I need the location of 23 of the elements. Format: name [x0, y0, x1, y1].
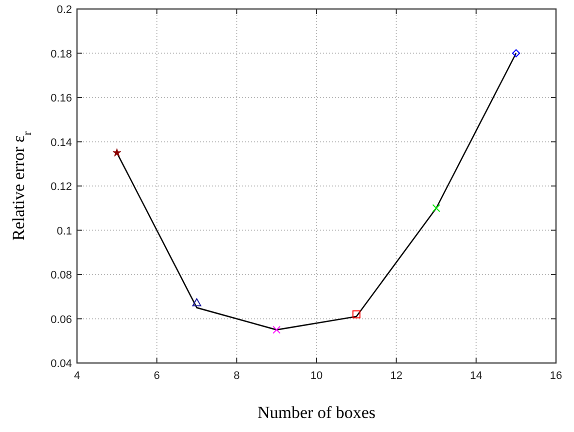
x-tick-label: 10: [310, 370, 323, 382]
point: [512, 49, 520, 58]
point: [192, 298, 202, 306]
x-tick-label: 12: [390, 370, 402, 382]
x-tick-label: 14: [470, 370, 482, 382]
x-tick-label: 16: [550, 370, 562, 382]
y-tick-label: 0.1: [56, 225, 72, 238]
x-tick-label: 8: [234, 370, 240, 382]
y-tick-label: 0.06: [50, 314, 72, 326]
y-tick-label: 0.14: [50, 136, 72, 149]
point: [352, 310, 360, 318]
point: [432, 204, 440, 212]
point: [272, 326, 281, 334]
y-tick-label: 0.12: [50, 181, 72, 193]
y-tick-label: 0.08: [50, 270, 72, 282]
y-tick-label: 0.18: [50, 48, 72, 60]
point: [112, 148, 122, 156]
y-tick-label: 0.04: [50, 358, 72, 370]
x-tick-label: 6: [154, 370, 160, 382]
y-tick-label: 0.16: [50, 92, 72, 104]
x-axis-title: Number of boxes: [257, 403, 376, 422]
y-tick-label: 0.2: [56, 4, 72, 16]
x-tick-label: 4: [74, 370, 80, 382]
